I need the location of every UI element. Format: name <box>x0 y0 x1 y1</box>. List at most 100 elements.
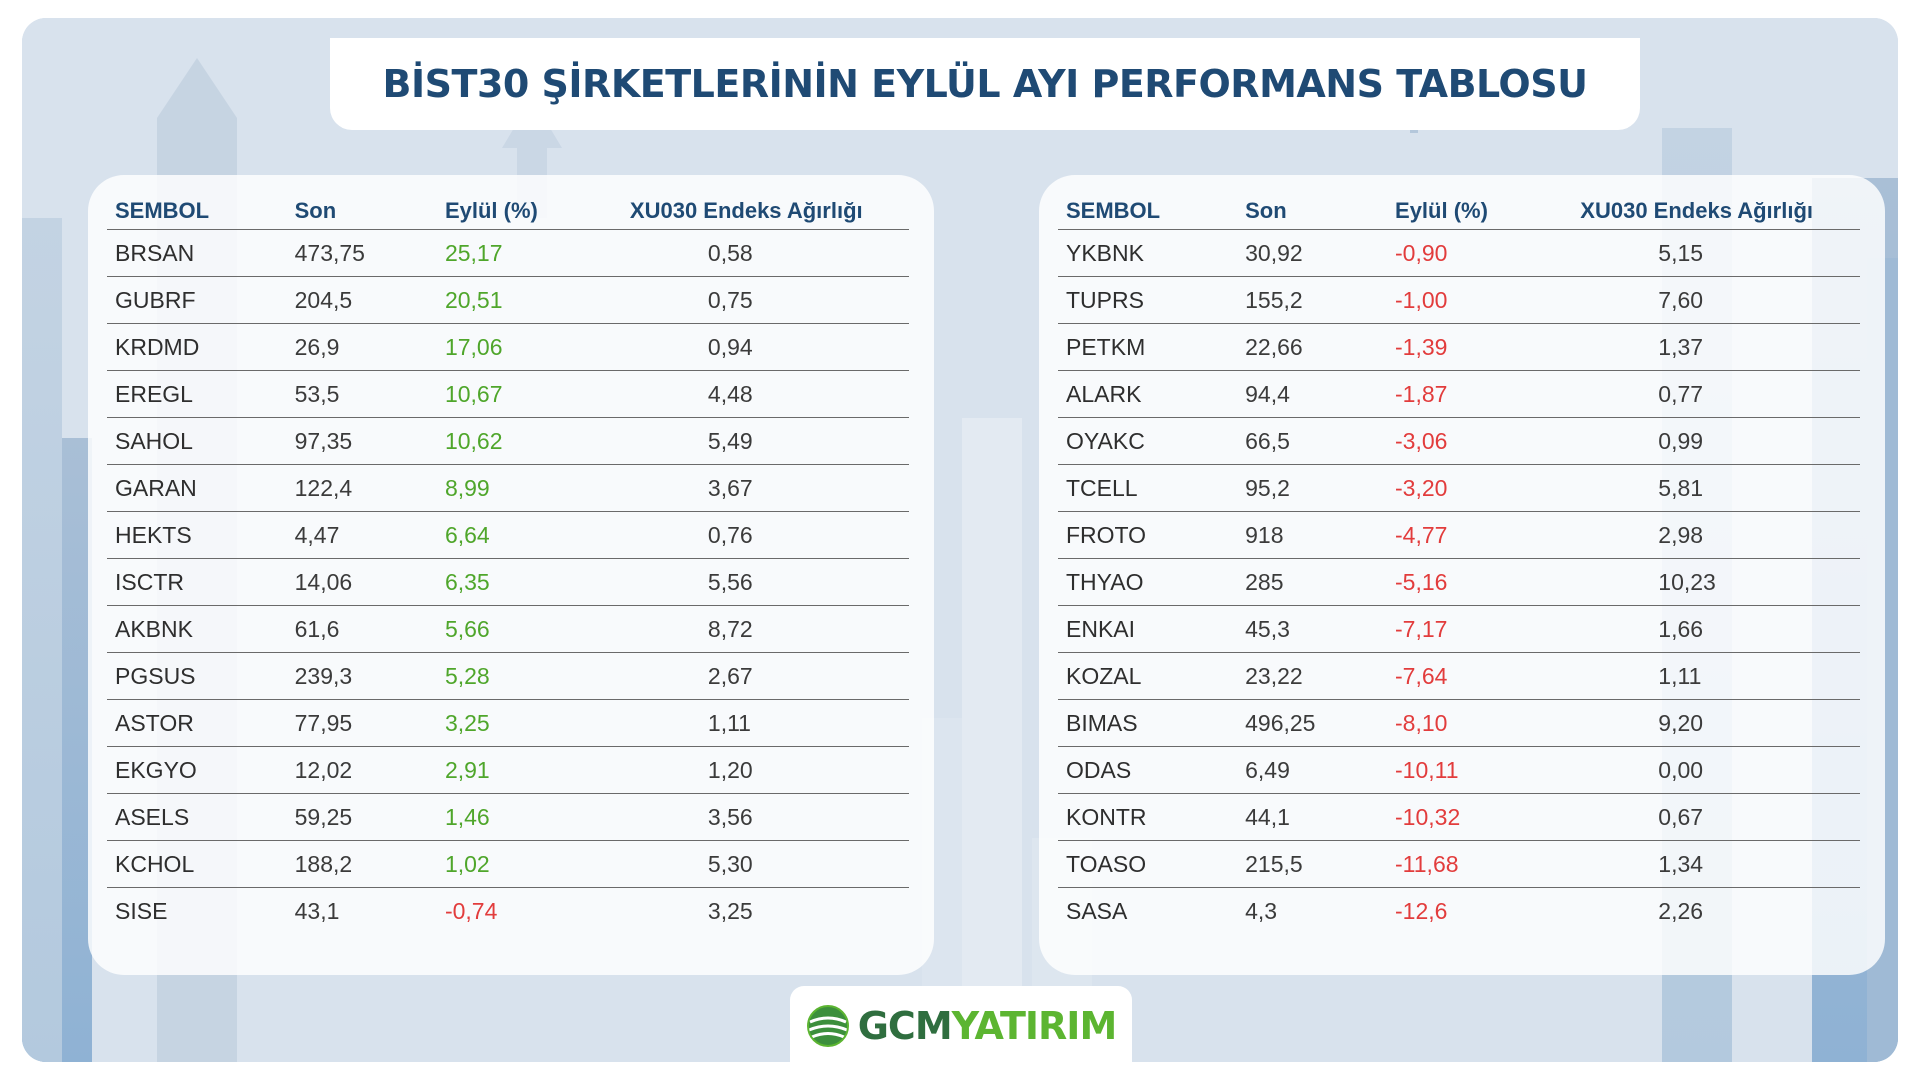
last-price-cell: 215,5 <box>1237 840 1388 888</box>
table-header-row: SEMBOL Son Eylül (%) XU030 Endeks Ağırlı… <box>1058 193 1860 230</box>
symbol-cell: EKGYO <box>107 746 287 794</box>
company-logo: GCMYATIRIM <box>790 986 1132 1066</box>
change-cell: -7,64 <box>1387 652 1551 700</box>
weight-cell: 1,37 <box>1550 323 1860 371</box>
change-cell: -3,06 <box>1387 417 1551 465</box>
change-cell: 2,91 <box>436 746 600 794</box>
weight-cell: 0,58 <box>599 229 909 277</box>
left-table-body: BRSAN 473,75 25,17 0,58 GUBRF 204,5 20,51 0,75 K… <box>107 229 909 935</box>
last-price-cell: 43,1 <box>294 897 340 924</box>
symbol-cell: YKBNK <box>1058 229 1238 277</box>
change-cell: 5,66 <box>436 605 600 653</box>
weight-cell: 1,34 <box>1550 840 1860 888</box>
table-row: ISCTR 14,06 6,35 5,56 <box>107 558 909 606</box>
table-row: ODAS 6,49 -10,11 0,00 <box>1058 746 1860 794</box>
table-header-row: SEMBOL Son Eylül (%) XU030 Endeks Ağırlı… <box>107 193 909 230</box>
table-row: EKGYO 12,02 2,91 1,20 <box>107 746 909 794</box>
last-price-cell: 122,4 <box>286 464 437 512</box>
weight-cell: 7,60 <box>1550 276 1860 324</box>
table-row: TUPRS 155,2 -1,00 7,60 <box>1058 276 1860 324</box>
table-row: BRSAN 473,75 25,17 0,58 <box>107 229 909 277</box>
weight-cell: 8,72 <box>599 605 909 653</box>
weight-cell: 9,20 <box>1550 699 1860 747</box>
table-row: PGSUS 239,3 5,28 2,67 <box>107 652 909 700</box>
weight-cell: 4,48 <box>599 370 909 418</box>
logo-text-yatirim: YATIRIM <box>951 1004 1118 1048</box>
last-price-cell: 285 <box>1237 558 1388 606</box>
symbol-cell: ASELS <box>107 793 287 841</box>
header-weight: XU030 Endeks Ağırlığı <box>1550 193 1860 230</box>
table-row: GUBRF 204,5 20,51 0,75 <box>107 276 909 324</box>
change-cell: 6,35 <box>436 558 600 606</box>
change-cell: -7,17 <box>1387 605 1551 653</box>
change-cell: 5,28 <box>436 652 600 700</box>
last-price-cell: 23,22 <box>1237 652 1388 700</box>
right-table-body: YKBNK 30,92 -0,90 5,15 TUPRS 155,2 -1,00 7,60 PE… <box>1058 229 1860 935</box>
table-row: THYAO 285 -5,16 10,23 <box>1058 558 1860 606</box>
last-price-cell: 496,25 <box>1237 699 1388 747</box>
symbol-cell: KRDMD <box>107 323 287 371</box>
table-row: GARAN 122,4 8,99 3,67 <box>107 464 909 512</box>
last-price-cell: 6,49 <box>1237 746 1388 794</box>
weight-cell: 0,76 <box>599 511 909 559</box>
change-cell: -12,6 <box>1395 897 1448 924</box>
weight-cell: 3,67 <box>599 464 909 512</box>
weight-cell: 1,20 <box>599 746 909 794</box>
header-weight: XU030 Endeks Ağırlığı <box>599 193 909 230</box>
weight-cell: 10,23 <box>1550 558 1860 606</box>
symbol-cell: EREGL <box>107 370 287 418</box>
header-change: Eylül (%) <box>436 193 600 230</box>
last-price-cell: 239,3 <box>286 652 437 700</box>
header-symbol: SEMBOL <box>107 193 287 230</box>
last-price-cell: 44,1 <box>1237 793 1388 841</box>
weight-cell: 2,67 <box>599 652 909 700</box>
symbol-cell: OYAKC <box>1058 417 1238 465</box>
change-cell: 20,51 <box>436 276 600 324</box>
table-row: ENKAI 45,3 -7,17 1,66 <box>1058 605 1860 653</box>
symbol-cell: BRSAN <box>107 229 287 277</box>
last-price-cell: 204,5 <box>286 276 437 324</box>
weight-cell: 5,30 <box>599 840 909 888</box>
change-cell: 17,06 <box>436 323 600 371</box>
change-cell: 6,64 <box>436 511 600 559</box>
symbol-cell: SASA <box>1066 897 1128 924</box>
last-price-cell: 12,02 <box>286 746 437 794</box>
last-price-cell: 918 <box>1237 511 1388 559</box>
table-row: TOASO 215,5 -11,68 1,34 <box>1058 840 1860 888</box>
change-cell: -1,87 <box>1387 370 1551 418</box>
symbol-cell: FROTO <box>1058 511 1238 559</box>
table-row: BIMAS 496,25 -8,10 9,20 <box>1058 699 1860 747</box>
change-cell: -1,00 <box>1387 276 1551 324</box>
change-cell: 25,17 <box>436 229 600 277</box>
table-row: FROTO 918 -4,77 2,98 <box>1058 511 1860 559</box>
change-cell: 10,62 <box>436 417 600 465</box>
symbol-cell: ASTOR <box>107 699 287 747</box>
weight-cell: 1,11 <box>1550 652 1860 700</box>
header-symbol: SEMBOL <box>1058 193 1238 230</box>
table-row: KOZAL 23,22 -7,64 1,11 <box>1058 652 1860 700</box>
symbol-cell: KOZAL <box>1058 652 1238 700</box>
weight-cell: 5,15 <box>1550 229 1860 277</box>
last-price-cell: 4,47 <box>286 511 437 559</box>
last-price-cell: 22,66 <box>1237 323 1388 371</box>
table-row: ASELS 59,25 1,46 3,56 <box>107 793 909 841</box>
change-cell: -1,39 <box>1387 323 1551 371</box>
table-row: KRDMD 26,9 17,06 0,94 <box>107 323 909 371</box>
table-row: YKBNK 30,92 -0,90 5,15 <box>1058 229 1860 277</box>
weight-cell: 5,49 <box>599 417 909 465</box>
symbol-cell: TOASO <box>1058 840 1238 888</box>
change-cell: -5,16 <box>1387 558 1551 606</box>
table-row: PETKM 22,66 -1,39 1,37 <box>1058 323 1860 371</box>
weight-cell: 0,67 <box>1550 793 1860 841</box>
last-price-cell: 66,5 <box>1237 417 1388 465</box>
table-row: ASTOR 77,95 3,25 1,11 <box>107 699 909 747</box>
symbol-cell: SAHOL <box>107 417 287 465</box>
last-price-cell: 97,35 <box>286 417 437 465</box>
symbol-cell: ENKAI <box>1058 605 1238 653</box>
weight-cell: 0,75 <box>599 276 909 324</box>
last-price-cell: 61,6 <box>286 605 437 653</box>
last-price-cell: 45,3 <box>1237 605 1388 653</box>
last-price-cell: 94,4 <box>1237 370 1388 418</box>
symbol-cell: TCELL <box>1058 464 1238 512</box>
header-last: Son <box>1237 193 1388 230</box>
